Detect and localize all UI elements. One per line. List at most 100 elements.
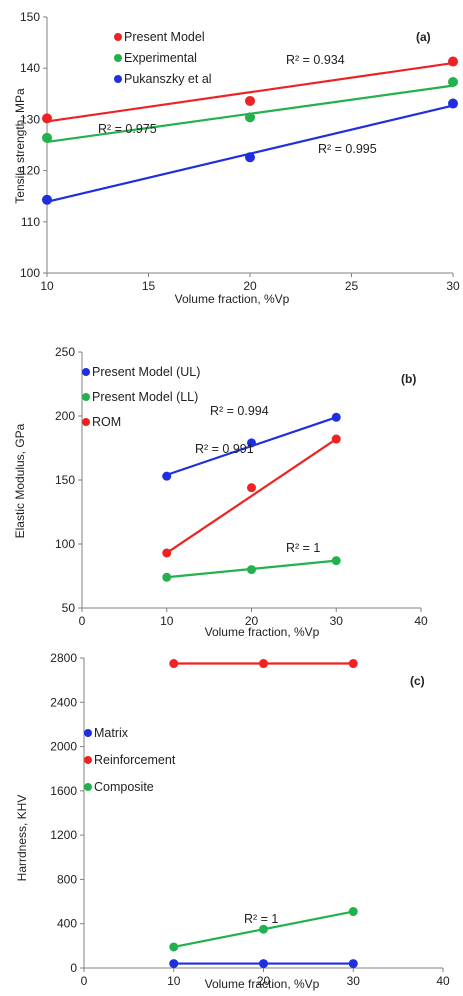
y-tick-label: 130 bbox=[20, 112, 40, 126]
y-axis-title: Elastic Modulus, GPa bbox=[13, 423, 27, 538]
x-tick-label: 30 bbox=[446, 279, 460, 293]
y-tick-label: 1200 bbox=[50, 828, 77, 842]
data-point bbox=[42, 113, 52, 124]
x-tick-label: 30 bbox=[347, 974, 361, 988]
panel-label: (a) bbox=[416, 30, 431, 44]
x-tick-label: 10 bbox=[167, 974, 181, 988]
x-axis-title: Volume fraction, %Vp bbox=[205, 977, 320, 991]
x-tick-label: 0 bbox=[81, 974, 88, 988]
data-point bbox=[348, 959, 358, 969]
y-tick-label: 200 bbox=[55, 409, 75, 423]
data-point bbox=[169, 659, 179, 669]
data-point bbox=[42, 194, 52, 205]
x-tick-label: 30 bbox=[330, 614, 344, 628]
x-tick-label: 10 bbox=[160, 614, 174, 628]
data-point bbox=[245, 95, 255, 106]
data-point bbox=[162, 572, 172, 582]
x-tick-label: 40 bbox=[436, 974, 450, 988]
legend-label: Matrix bbox=[94, 726, 129, 740]
legend-label: Reinforcement bbox=[94, 753, 176, 767]
data-point bbox=[247, 565, 256, 575]
data-point bbox=[169, 959, 179, 969]
y-tick-label: 150 bbox=[55, 473, 75, 487]
y-tick-label: 140 bbox=[20, 61, 40, 75]
y-tick-label: 0 bbox=[70, 961, 77, 975]
panel-label: (c) bbox=[410, 674, 425, 688]
trendline bbox=[46, 61, 454, 123]
data-point bbox=[245, 152, 255, 163]
x-tick-label: 20 bbox=[257, 974, 271, 988]
legend-marker bbox=[114, 54, 122, 62]
legend-label: Present Model bbox=[124, 30, 205, 44]
x-tick-label: 20 bbox=[243, 279, 257, 293]
data-point bbox=[247, 483, 256, 493]
x-axis-title: Volume fraction, %Vp bbox=[175, 292, 290, 306]
data-point bbox=[169, 942, 179, 952]
data-point bbox=[348, 907, 358, 917]
r-squared-label: R² = 1 bbox=[244, 912, 278, 926]
data-point bbox=[259, 659, 268, 669]
data-point bbox=[247, 438, 256, 448]
legend-marker bbox=[82, 418, 90, 426]
y-tick-label: 110 bbox=[21, 215, 40, 229]
y-tick-label: 2400 bbox=[50, 695, 77, 709]
chart-panel-b: (b) Volume fraction, %Vp Elastic Modulus… bbox=[13, 345, 428, 639]
x-tick-label: 0 bbox=[79, 614, 86, 628]
data-point bbox=[331, 556, 341, 566]
legend-marker bbox=[114, 75, 122, 83]
x-tick-label: 25 bbox=[345, 279, 359, 293]
data-point bbox=[162, 548, 172, 558]
trendline bbox=[166, 438, 337, 554]
legend-label: Experimental bbox=[124, 51, 197, 65]
data-point bbox=[448, 77, 458, 88]
y-tick-label: 120 bbox=[20, 164, 40, 178]
y-tick-label: 50 bbox=[62, 601, 76, 615]
legend-marker bbox=[84, 729, 92, 737]
x-axis-title: Volume fraction, %Vp bbox=[205, 625, 320, 639]
chart-panel-a: (a) Volume fraction, %Vp Tensile strengt… bbox=[13, 10, 460, 306]
y-tick-label: 2000 bbox=[50, 740, 77, 754]
y-axis-title: Harrdness, KHV bbox=[15, 795, 29, 882]
legend-label: ROM bbox=[92, 415, 121, 429]
y-tick-label: 800 bbox=[57, 872, 77, 886]
y-tick-label: 1600 bbox=[50, 784, 77, 798]
r-squared-label: R² = 0.991 bbox=[195, 442, 254, 456]
y-tick-label: 2800 bbox=[50, 651, 77, 665]
legend-label: Composite bbox=[94, 780, 154, 794]
r-squared-label: R² = 0.975 bbox=[98, 122, 157, 136]
r-squared-label: R² = 0.994 bbox=[210, 404, 269, 418]
y-axis-title: Tensile strength, MPa bbox=[13, 88, 27, 204]
y-tick-label: 150 bbox=[20, 10, 40, 24]
data-point bbox=[331, 412, 341, 422]
y-tick-label: 100 bbox=[20, 266, 40, 280]
data-point bbox=[448, 98, 458, 109]
data-point bbox=[331, 434, 341, 444]
legend-marker bbox=[84, 783, 92, 791]
data-point bbox=[259, 959, 268, 969]
x-tick-label: 40 bbox=[414, 614, 428, 628]
legend-marker bbox=[82, 368, 90, 376]
x-tick-label: 20 bbox=[245, 614, 259, 628]
data-point bbox=[42, 132, 52, 143]
r-squared-label: R² = 1 bbox=[286, 541, 320, 555]
data-point bbox=[245, 112, 255, 123]
data-point bbox=[259, 924, 268, 934]
legend-marker bbox=[84, 756, 92, 764]
panel-label: (b) bbox=[401, 372, 416, 386]
legend-marker bbox=[82, 393, 90, 401]
x-tick-label: 15 bbox=[142, 279, 156, 293]
data-point bbox=[348, 659, 358, 669]
y-tick-label: 250 bbox=[55, 345, 75, 359]
legend-label: Present Model (UL) bbox=[92, 365, 200, 379]
chart-panel-c: (c) Volume fraction, %Vp Harrdness, KHV … bbox=[15, 651, 450, 991]
r-squared-label: R² = 0.934 bbox=[286, 53, 345, 67]
data-point bbox=[162, 471, 172, 481]
legend-marker bbox=[114, 33, 122, 41]
r-squared-label: R² = 0.995 bbox=[318, 142, 377, 156]
legend-label: Pukanszky et al bbox=[124, 72, 212, 86]
x-tick-label: 10 bbox=[40, 279, 54, 293]
legend-label: Present Model (LL) bbox=[92, 390, 198, 404]
y-tick-label: 400 bbox=[57, 917, 77, 931]
y-tick-label: 100 bbox=[55, 537, 75, 551]
